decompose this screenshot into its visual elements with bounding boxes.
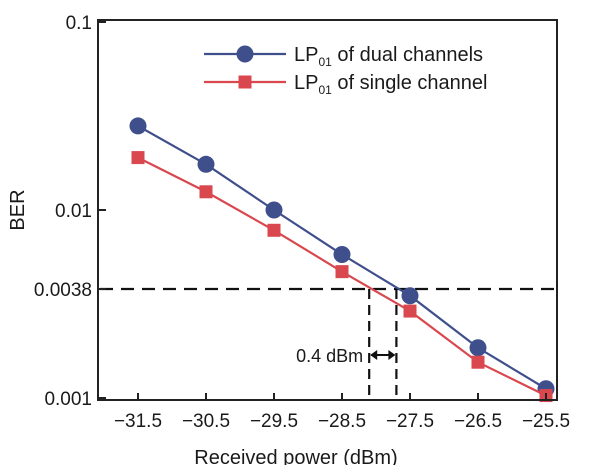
legend: LP01 of dual channels LP01 of single chan… bbox=[204, 44, 488, 97]
x-tick-label: −25.5 bbox=[522, 411, 570, 432]
x-tick-label: −29.5 bbox=[250, 411, 298, 432]
y-tick-label: 0.0038 bbox=[34, 280, 92, 301]
axis-layer: −31.5 −30.5 −29.5 −28.5 −27.5 −26.5 −25.5 0.001… bbox=[34, 13, 570, 432]
legend-marker-1 bbox=[236, 45, 254, 63]
y-tick-label: 0.1 bbox=[66, 13, 92, 34]
x-tick-label: −31.5 bbox=[114, 411, 162, 432]
series-1-point bbox=[129, 117, 147, 135]
legend-label-1: LP01 of dual channels bbox=[294, 44, 483, 69]
series-2-point bbox=[471, 355, 485, 369]
x-tick-label: −27.5 bbox=[386, 411, 434, 432]
gap-arrow-heads bbox=[370, 350, 396, 360]
series-2-point bbox=[199, 185, 213, 199]
legend-marker-2 bbox=[238, 75, 252, 89]
x-tick-label: −28.5 bbox=[318, 411, 366, 432]
x-tick-label: −30.5 bbox=[182, 411, 230, 432]
series-2-point bbox=[267, 223, 281, 237]
annotation-layer: 0.4 dBm bbox=[100, 287, 555, 398]
legend-label-2: LP01 of single channel bbox=[294, 72, 488, 97]
series-1-point bbox=[265, 201, 283, 219]
series-layer bbox=[129, 117, 555, 403]
y-tick-label: 0.01 bbox=[55, 201, 92, 222]
plot-frame bbox=[97, 19, 558, 401]
series-1-point bbox=[197, 155, 215, 173]
x-tick-label: −26.5 bbox=[454, 411, 502, 432]
gap-label: 0.4 dBm bbox=[296, 346, 363, 366]
y-tick-label: 0.001 bbox=[44, 389, 92, 410]
x-axis-label: Received power (dBm) bbox=[194, 447, 397, 465]
series-2-point bbox=[131, 151, 145, 165]
series-1-point bbox=[469, 339, 487, 357]
series-1-point bbox=[401, 287, 419, 305]
series-2-point bbox=[403, 304, 417, 318]
series-1-point bbox=[333, 245, 351, 263]
series-2-point bbox=[335, 265, 349, 279]
y-axis-label: BER bbox=[7, 189, 29, 230]
